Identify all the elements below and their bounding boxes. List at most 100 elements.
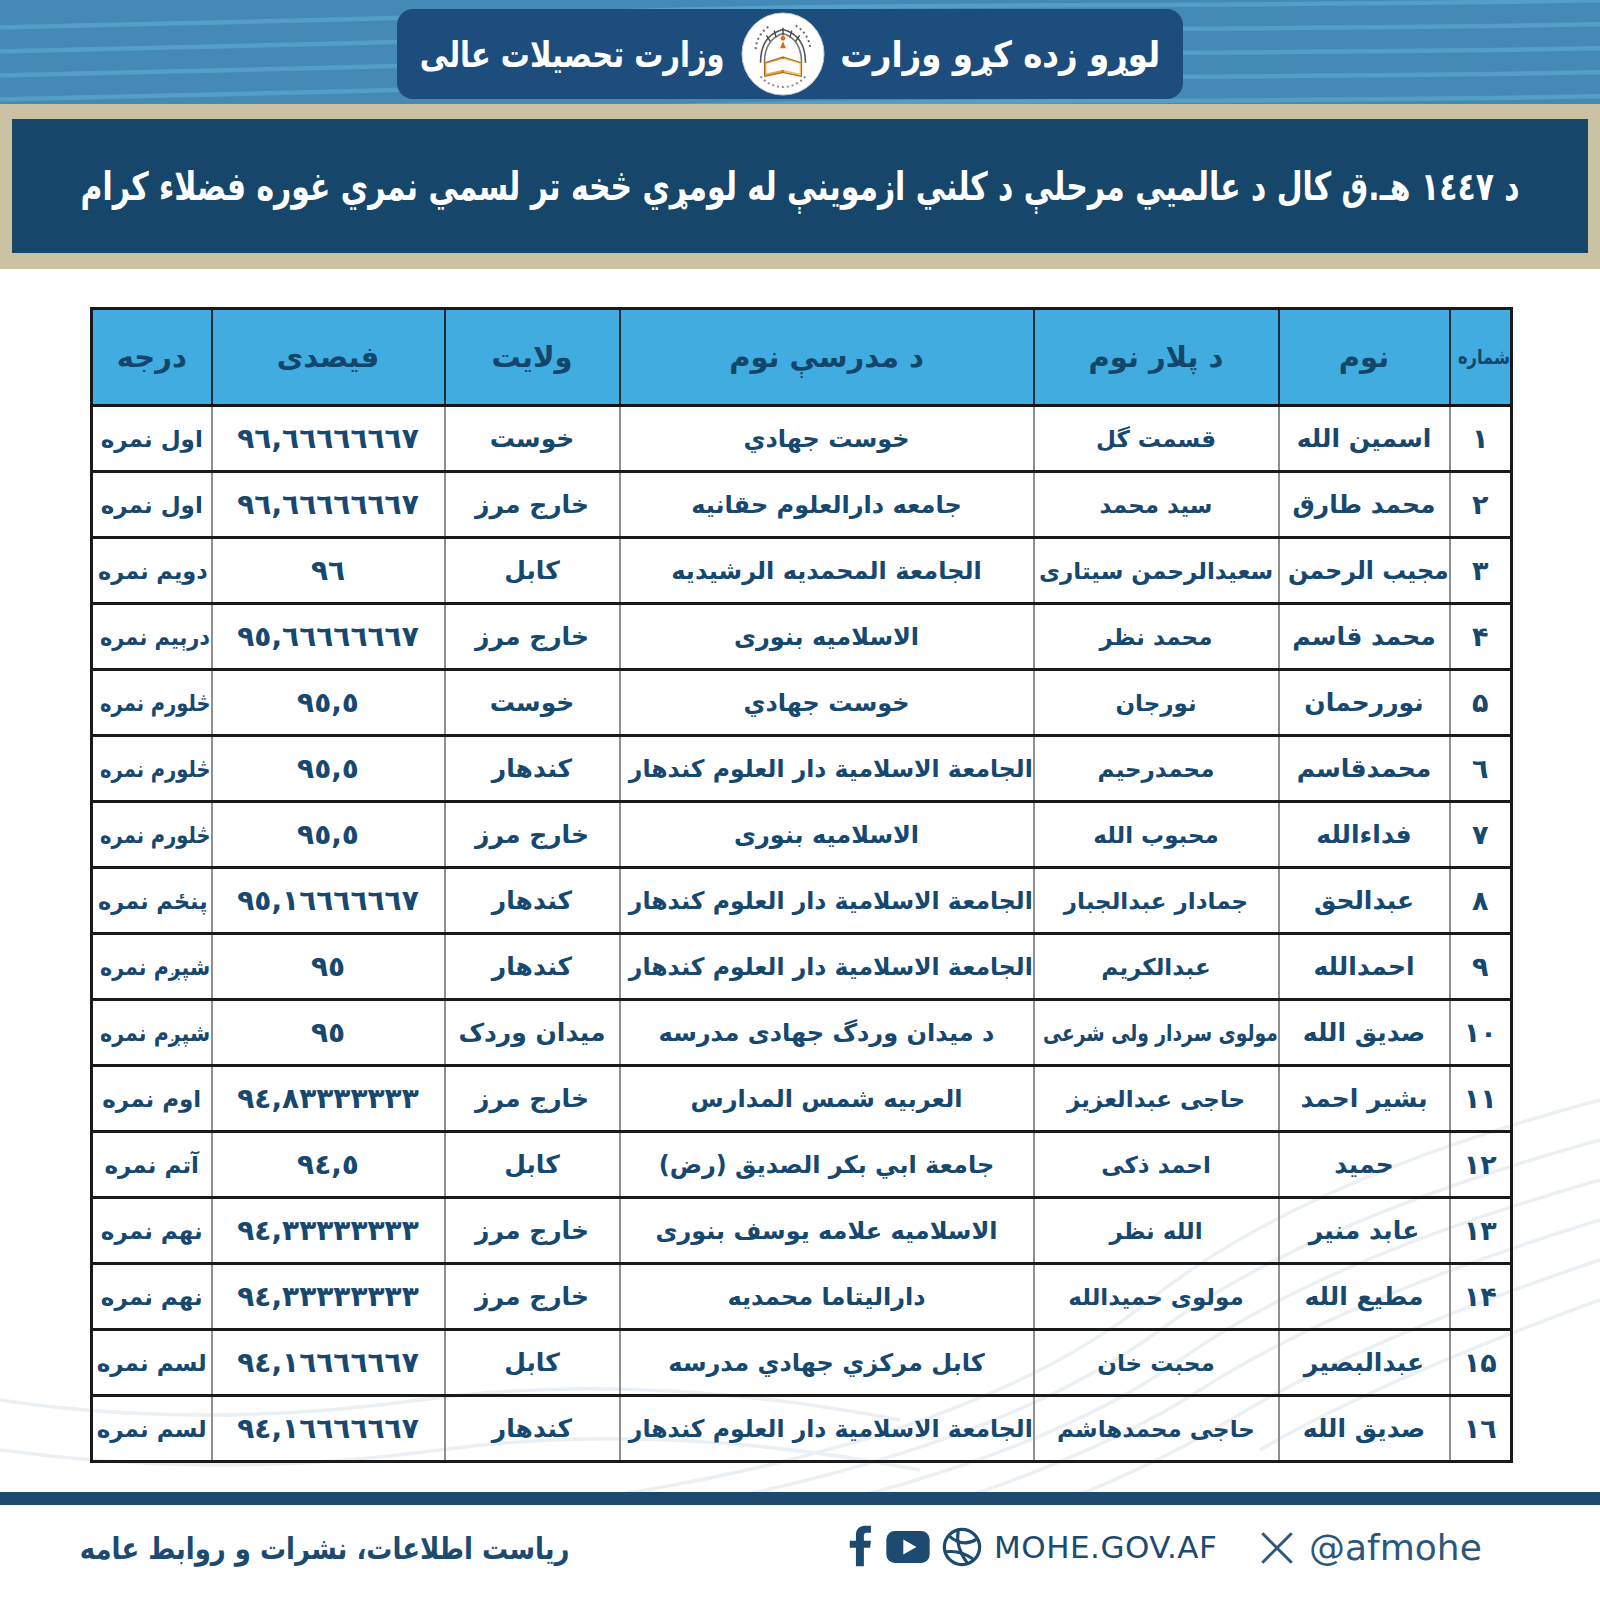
cell-serial: ١۴ <box>1450 1264 1512 1330</box>
cell-name: حمید <box>1279 1132 1450 1198</box>
cell-father-name: قسمت گل <box>1034 406 1279 472</box>
cell-percentage: ٩٤,٣٣٣٣٣٣٣٣ <box>212 1198 445 1264</box>
cell-serial: ١۵ <box>1450 1330 1512 1396</box>
cell-school-name: الجامعة الاسلامیة دار العلوم کندهار <box>620 868 1034 934</box>
cell-serial: ٣ <box>1450 538 1512 604</box>
cell-serial: ٦ <box>1450 736 1512 802</box>
cell-grade: شپږم نمره <box>92 1000 212 1066</box>
column-header-grade: درجه <box>92 309 212 406</box>
cell-serial: ۵ <box>1450 670 1512 736</box>
cell-serial: ١٢ <box>1450 1132 1512 1198</box>
cell-province: کندهار <box>445 868 620 934</box>
cell-name: نوررحمان <box>1279 670 1450 736</box>
cell-father-name: حاجی محمدهاشم <box>1034 1396 1279 1462</box>
cell-father-name: حاجی عبدالعزیز <box>1034 1066 1279 1132</box>
footer-department: ریاست اطلاعات، نشرات و روابط عامه <box>80 1531 570 1566</box>
cell-school-name: جامعة ابي بکر الصدیق (رض) <box>620 1132 1034 1198</box>
cell-province: کابل <box>445 538 620 604</box>
cell-school-name: خوست جهادي <box>620 406 1034 472</box>
column-header-serial: شماره <box>1450 309 1512 406</box>
table-row: ٧فداءاللهمحبوب اللهالاسلامیه بنوریخارج م… <box>92 802 1512 868</box>
cell-father-name: احمد ذکی <box>1034 1132 1279 1198</box>
table-row: ٢محمد طارقسید محمدجامعه دارالعلوم حقانیه… <box>92 472 1512 538</box>
cell-grade: اول نمره <box>92 406 212 472</box>
cell-province: کابل <box>445 1132 620 1198</box>
cell-percentage: ٩٦ <box>212 538 445 604</box>
cell-school-name: د میدان وردگ جهادی مدرسه <box>620 1000 1034 1066</box>
cell-serial: ٢ <box>1450 472 1512 538</box>
cell-school-name: الجامعة الاسلامیة دار العلوم کندهار <box>620 736 1034 802</box>
cell-name: صدیق الله <box>1279 1000 1450 1066</box>
cell-grade: نهم نمره <box>92 1198 212 1264</box>
cell-grade: پنځم نمره <box>92 868 212 934</box>
cell-province: کندهار <box>445 934 620 1000</box>
cell-serial: ١٦ <box>1450 1396 1512 1462</box>
cell-name: محمدقاسم <box>1279 736 1450 802</box>
cell-percentage: ٩٥,١٦٦٦٦٦٦٧ <box>212 868 445 934</box>
cell-serial: ٧ <box>1450 802 1512 868</box>
footer-social-group: MOHE.GOV.AF <box>848 1525 1217 1569</box>
footer-website[interactable]: MOHE.GOV.AF <box>994 1529 1217 1565</box>
cell-name: محمد طارق <box>1279 472 1450 538</box>
table-row: ١١بشیر احمدحاجی عبدالعزیزالعربیه شمس الم… <box>92 1066 1512 1132</box>
cell-father-name: عبدالکریم <box>1034 934 1279 1000</box>
table-row: ١٣عابد منیرالله نظرالاسلامیه علامه یوسف … <box>92 1198 1512 1264</box>
cell-name: احمدالله <box>1279 934 1450 1000</box>
cell-province: خارج مرز <box>445 1264 620 1330</box>
cell-percentage: ٩٤,٥ <box>212 1132 445 1198</box>
footer: ریاست اطلاعات، نشرات و روابط عامه MOHE.G… <box>0 1505 1600 1600</box>
cell-province: خوست <box>445 406 620 472</box>
cell-province: خارج مرز <box>445 1066 620 1132</box>
cell-school-name: کابل مرکزي جهادي مدرسه <box>620 1330 1034 1396</box>
column-header-father-name: د پلار نوم <box>1034 309 1279 406</box>
cell-percentage: ٩٦,٦٦٦٦٦٦٦٧ <box>212 406 445 472</box>
cell-father-name: سعیدالرحمن سیتاری <box>1034 538 1279 604</box>
cell-school-name: جامعه دارالعلوم حقانیه <box>620 472 1034 538</box>
cell-province: کندهار <box>445 1396 620 1462</box>
cell-grade: دویم نمره <box>92 538 212 604</box>
cell-serial: ١ <box>1450 406 1512 472</box>
youtube-icon[interactable] <box>886 1531 930 1563</box>
cell-percentage: ٩٤,٣٣٣٣٣٣٣٣ <box>212 1264 445 1330</box>
x-icon[interactable] <box>1258 1529 1296 1567</box>
table-row: ١اسمین اللهقسمت گلخوست جهاديخوست٩٦,٦٦٦٦٦… <box>92 406 1512 472</box>
cell-percentage: ٩٥,٥ <box>212 736 445 802</box>
cell-name: عبدالبصیر <box>1279 1330 1450 1396</box>
table-row: ١۵عبدالبصیرمحبت خانکابل مرکزي جهادي مدرس… <box>92 1330 1512 1396</box>
cell-serial: ١١ <box>1450 1066 1512 1132</box>
cell-father-name: محمدرحیم <box>1034 736 1279 802</box>
cell-serial: ٩ <box>1450 934 1512 1000</box>
cell-province: خارج مرز <box>445 1198 620 1264</box>
table-row: ٦محمدقاسممحمدرحیمالجامعة الاسلامیة دار ا… <box>92 736 1512 802</box>
cell-name: فداءالله <box>1279 802 1450 868</box>
cell-father-name: نورجان <box>1034 670 1279 736</box>
cell-school-name: الجامعة الاسلامیة دار العلوم کندهار <box>620 934 1034 1000</box>
cell-province: میدان وردک <box>445 1000 620 1066</box>
table-row: ١٠صدیق اللهمولوی سردار ولی شرعید میدان و… <box>92 1000 1512 1066</box>
cell-serial: ١٣ <box>1450 1198 1512 1264</box>
table-row: ٣مجیب الرحمنسعیدالرحمن سیتاریالجامعة الم… <box>92 538 1512 604</box>
cell-percentage: ٩٥,٥ <box>212 670 445 736</box>
cell-province: خارج مرز <box>445 604 620 670</box>
column-header-percentage: فیصدی <box>212 309 445 406</box>
cell-father-name: مولوی حمیدالله <box>1034 1264 1279 1330</box>
cell-grade: څلورم نمره <box>92 736 212 802</box>
globe-icon[interactable] <box>942 1527 982 1567</box>
footer-divider-bar <box>0 1492 1600 1505</box>
cell-percentage: ٩٤,١٦٦٦٦٦٦٧ <box>212 1396 445 1462</box>
footer-x-handle[interactable]: @afmohe <box>1309 1527 1482 1568</box>
table-row: ٩احمداللهعبدالکریمالجامعة الاسلامیة دار … <box>92 934 1512 1000</box>
cell-serial: ٨ <box>1450 868 1512 934</box>
table-row: ۵نوررحماننورجانخوست جهاديخوست٩٥,٥څلورم ن… <box>92 670 1512 736</box>
table-row: ٨عبدالحقجمادار عبدالجبارالجامعة الاسلامی… <box>92 868 1512 934</box>
cell-school-name: العربیه شمس المدارس <box>620 1066 1034 1132</box>
cell-percentage: ٩٥,٥ <box>212 802 445 868</box>
cell-percentage: ٩٤,١٦٦٦٦٦٦٧ <box>212 1330 445 1396</box>
cell-father-name: محبت خان <box>1034 1330 1279 1396</box>
cell-percentage: ٩٦,٦٦٦٦٦٦٦٧ <box>212 472 445 538</box>
cell-serial: ١٠ <box>1450 1000 1512 1066</box>
facebook-icon[interactable] <box>848 1525 874 1569</box>
cell-grade: درېیم نمره <box>92 604 212 670</box>
cell-father-name: محبوب الله <box>1034 802 1279 868</box>
results-table-wrap: شمارهنومد پلار نومد مدرسې نومولایتفیصدید… <box>90 307 1510 1463</box>
